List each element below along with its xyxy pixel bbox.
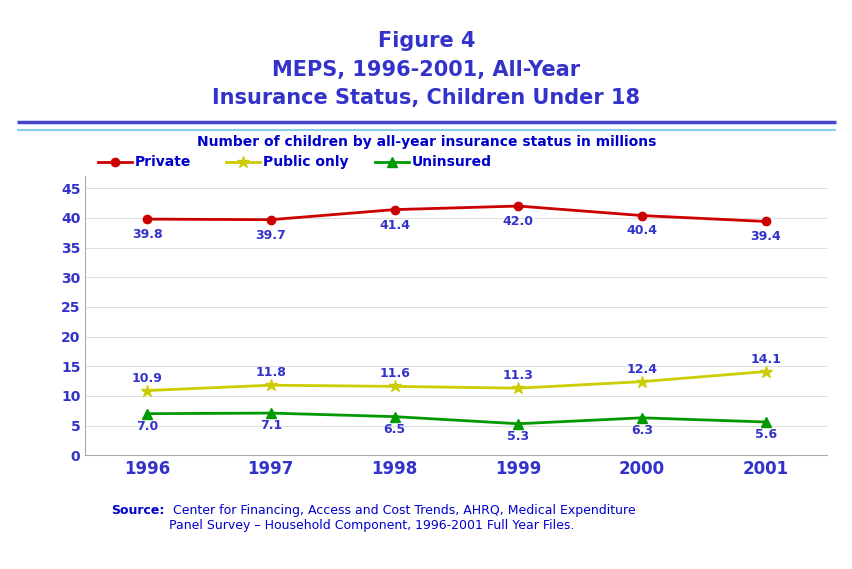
Text: 7.0: 7.0 xyxy=(135,419,158,432)
Text: 10.9: 10.9 xyxy=(131,372,163,385)
Text: 14.1: 14.1 xyxy=(749,353,780,366)
Text: 7.1: 7.1 xyxy=(259,419,282,432)
Text: 42.0: 42.0 xyxy=(502,215,533,228)
Text: Insurance Status, Children Under 18: Insurance Status, Children Under 18 xyxy=(212,88,640,108)
Text: 12.4: 12.4 xyxy=(625,362,657,376)
Text: 39.4: 39.4 xyxy=(749,230,780,244)
Text: MEPS, 1996-2001, All-Year: MEPS, 1996-2001, All-Year xyxy=(272,60,580,80)
Text: 40.4: 40.4 xyxy=(625,224,657,237)
Text: Center for Financing, Access and Cost Trends, AHRQ, Medical Expenditure
Panel Su: Center for Financing, Access and Cost Tr… xyxy=(169,504,635,531)
Text: Private: Private xyxy=(135,155,191,169)
Text: Uninsured: Uninsured xyxy=(412,155,492,169)
Text: 41.4: 41.4 xyxy=(378,218,410,232)
Text: 11.3: 11.3 xyxy=(502,369,533,382)
Text: 11.8: 11.8 xyxy=(255,366,286,380)
Text: 39.7: 39.7 xyxy=(255,229,286,242)
Text: 6.3: 6.3 xyxy=(630,424,652,437)
Text: 11.6: 11.6 xyxy=(378,368,410,381)
Text: Source:: Source: xyxy=(111,504,164,517)
Text: Number of children by all-year insurance status in millions: Number of children by all-year insurance… xyxy=(197,135,655,150)
Text: Figure 4: Figure 4 xyxy=(377,31,475,51)
Text: Public only: Public only xyxy=(262,155,348,169)
Text: 5.3: 5.3 xyxy=(507,430,528,443)
Text: 39.8: 39.8 xyxy=(132,228,162,241)
Text: 5.6: 5.6 xyxy=(754,428,775,441)
Text: 6.5: 6.5 xyxy=(383,423,405,436)
